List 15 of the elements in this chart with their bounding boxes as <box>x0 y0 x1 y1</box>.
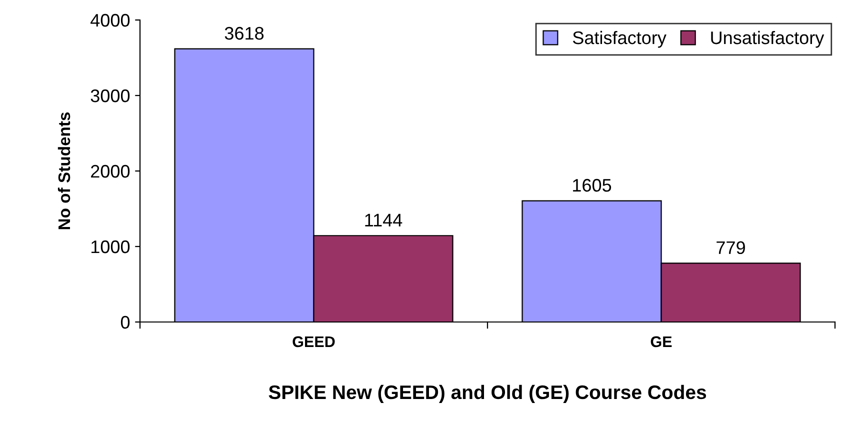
x-tick-label: GE <box>650 336 672 348</box>
legend-label: Satisfactory <box>572 30 666 48</box>
x-tick-label: GEED <box>292 336 335 348</box>
data-label: 3618 <box>224 26 264 40</box>
legend-label: Unsatisfactory <box>711 30 824 48</box>
y-tick-label: 0 <box>120 316 130 329</box>
y-tick-label: 2000 <box>91 164 130 178</box>
y-tick-label: 1000 <box>91 240 130 254</box>
y-tick-label: 4000 <box>90 14 130 27</box>
y-axis-title: No of Students <box>58 112 70 230</box>
x-axis-title: SPIKE New (GEED) and Old (GE) Course Codes <box>268 384 706 403</box>
data-label: 1605 <box>573 178 612 192</box>
data-label: 779 <box>716 241 745 254</box>
y-tick-label: 3000 <box>90 89 130 102</box>
data-label: 1144 <box>365 214 402 226</box>
